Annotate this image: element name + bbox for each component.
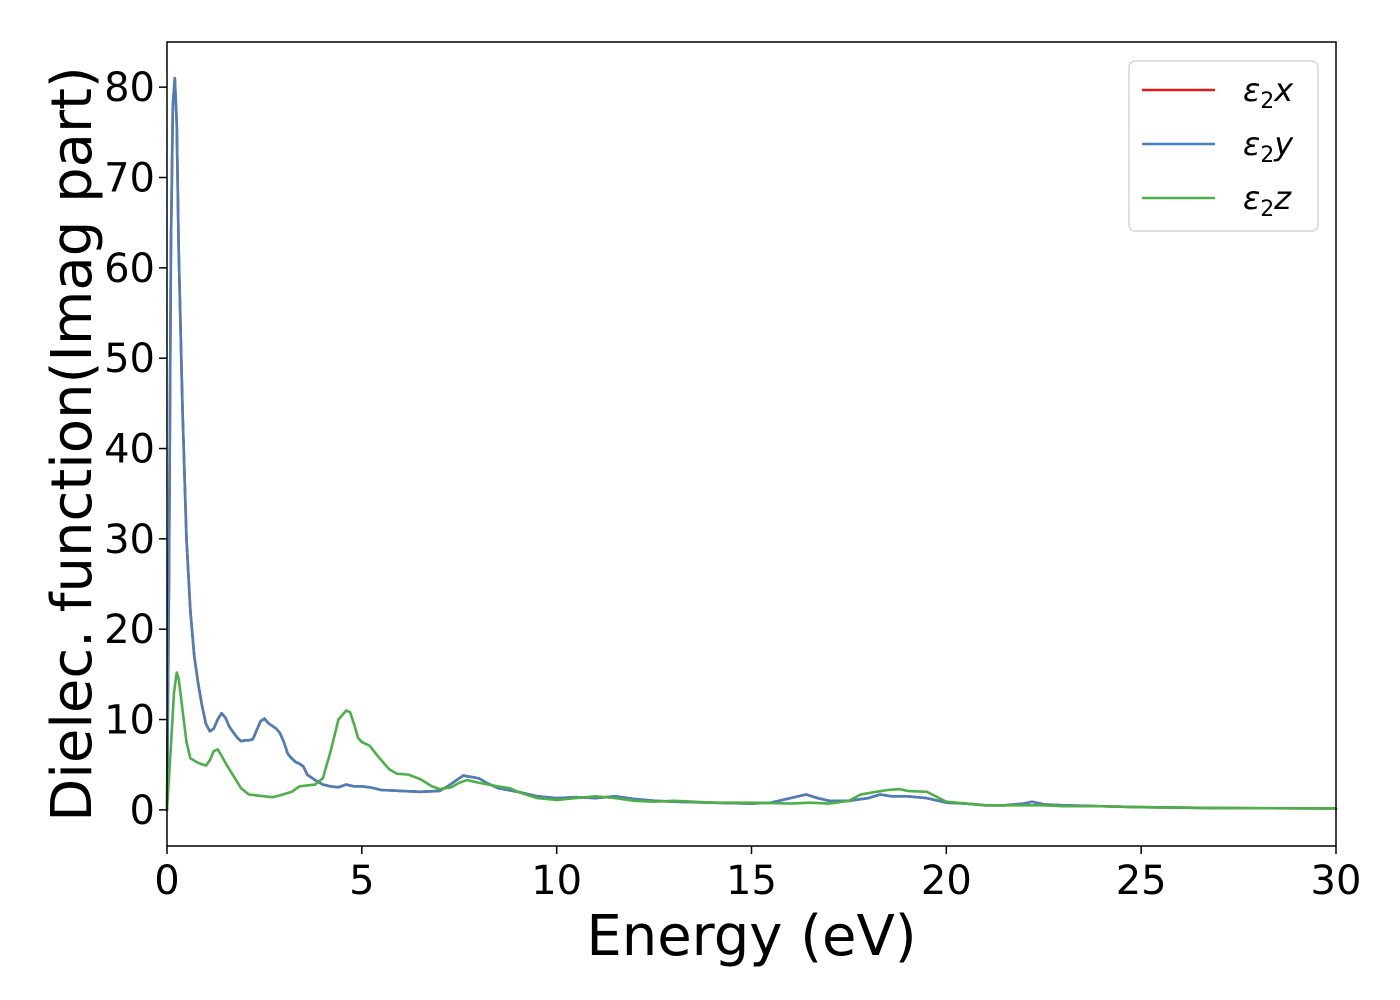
x-tick-label: 10 — [531, 858, 582, 904]
y-tick-label: 40 — [104, 427, 155, 473]
legend-label-y: ε2y — [1243, 125, 1294, 168]
legend-label-x: ε2x — [1243, 71, 1294, 114]
y-tick-label: 0 — [130, 788, 155, 834]
x-tick-label: 25 — [1116, 858, 1167, 904]
x-tick-label: 15 — [726, 858, 777, 904]
x-tick-label: 5 — [349, 858, 374, 904]
x-tick-label: 0 — [154, 858, 179, 904]
y-axis-ticks: 0 10 20 30 40 50 60 70 80 — [104, 65, 167, 834]
legend-box — [1128, 60, 1319, 232]
series-line-y — [165, 76, 1338, 812]
y-tick-label: 60 — [104, 246, 155, 292]
x-tick-label: 20 — [921, 858, 972, 904]
x-axis-ticks: 0 5 10 15 20 25 30 — [154, 846, 1361, 904]
y-tick-label: 50 — [104, 336, 155, 382]
y-tick-label: 80 — [104, 65, 155, 111]
series-layer — [165, 76, 1338, 812]
series-line-z — [165, 671, 1338, 812]
x-tick-label: 30 — [1311, 858, 1362, 904]
y-tick-label: 10 — [104, 698, 155, 744]
y-tick-label: 30 — [104, 517, 155, 563]
y-tick-label: 20 — [104, 607, 155, 653]
legend: ε2x ε2y ε2z — [1128, 60, 1319, 232]
y-axis-title: Dielec. function(Imag part) — [40, 66, 105, 822]
legend-label-z: ε2z — [1243, 179, 1292, 222]
y-tick-label: 70 — [104, 156, 155, 202]
x-axis-title: Energy (eV) — [586, 904, 916, 969]
